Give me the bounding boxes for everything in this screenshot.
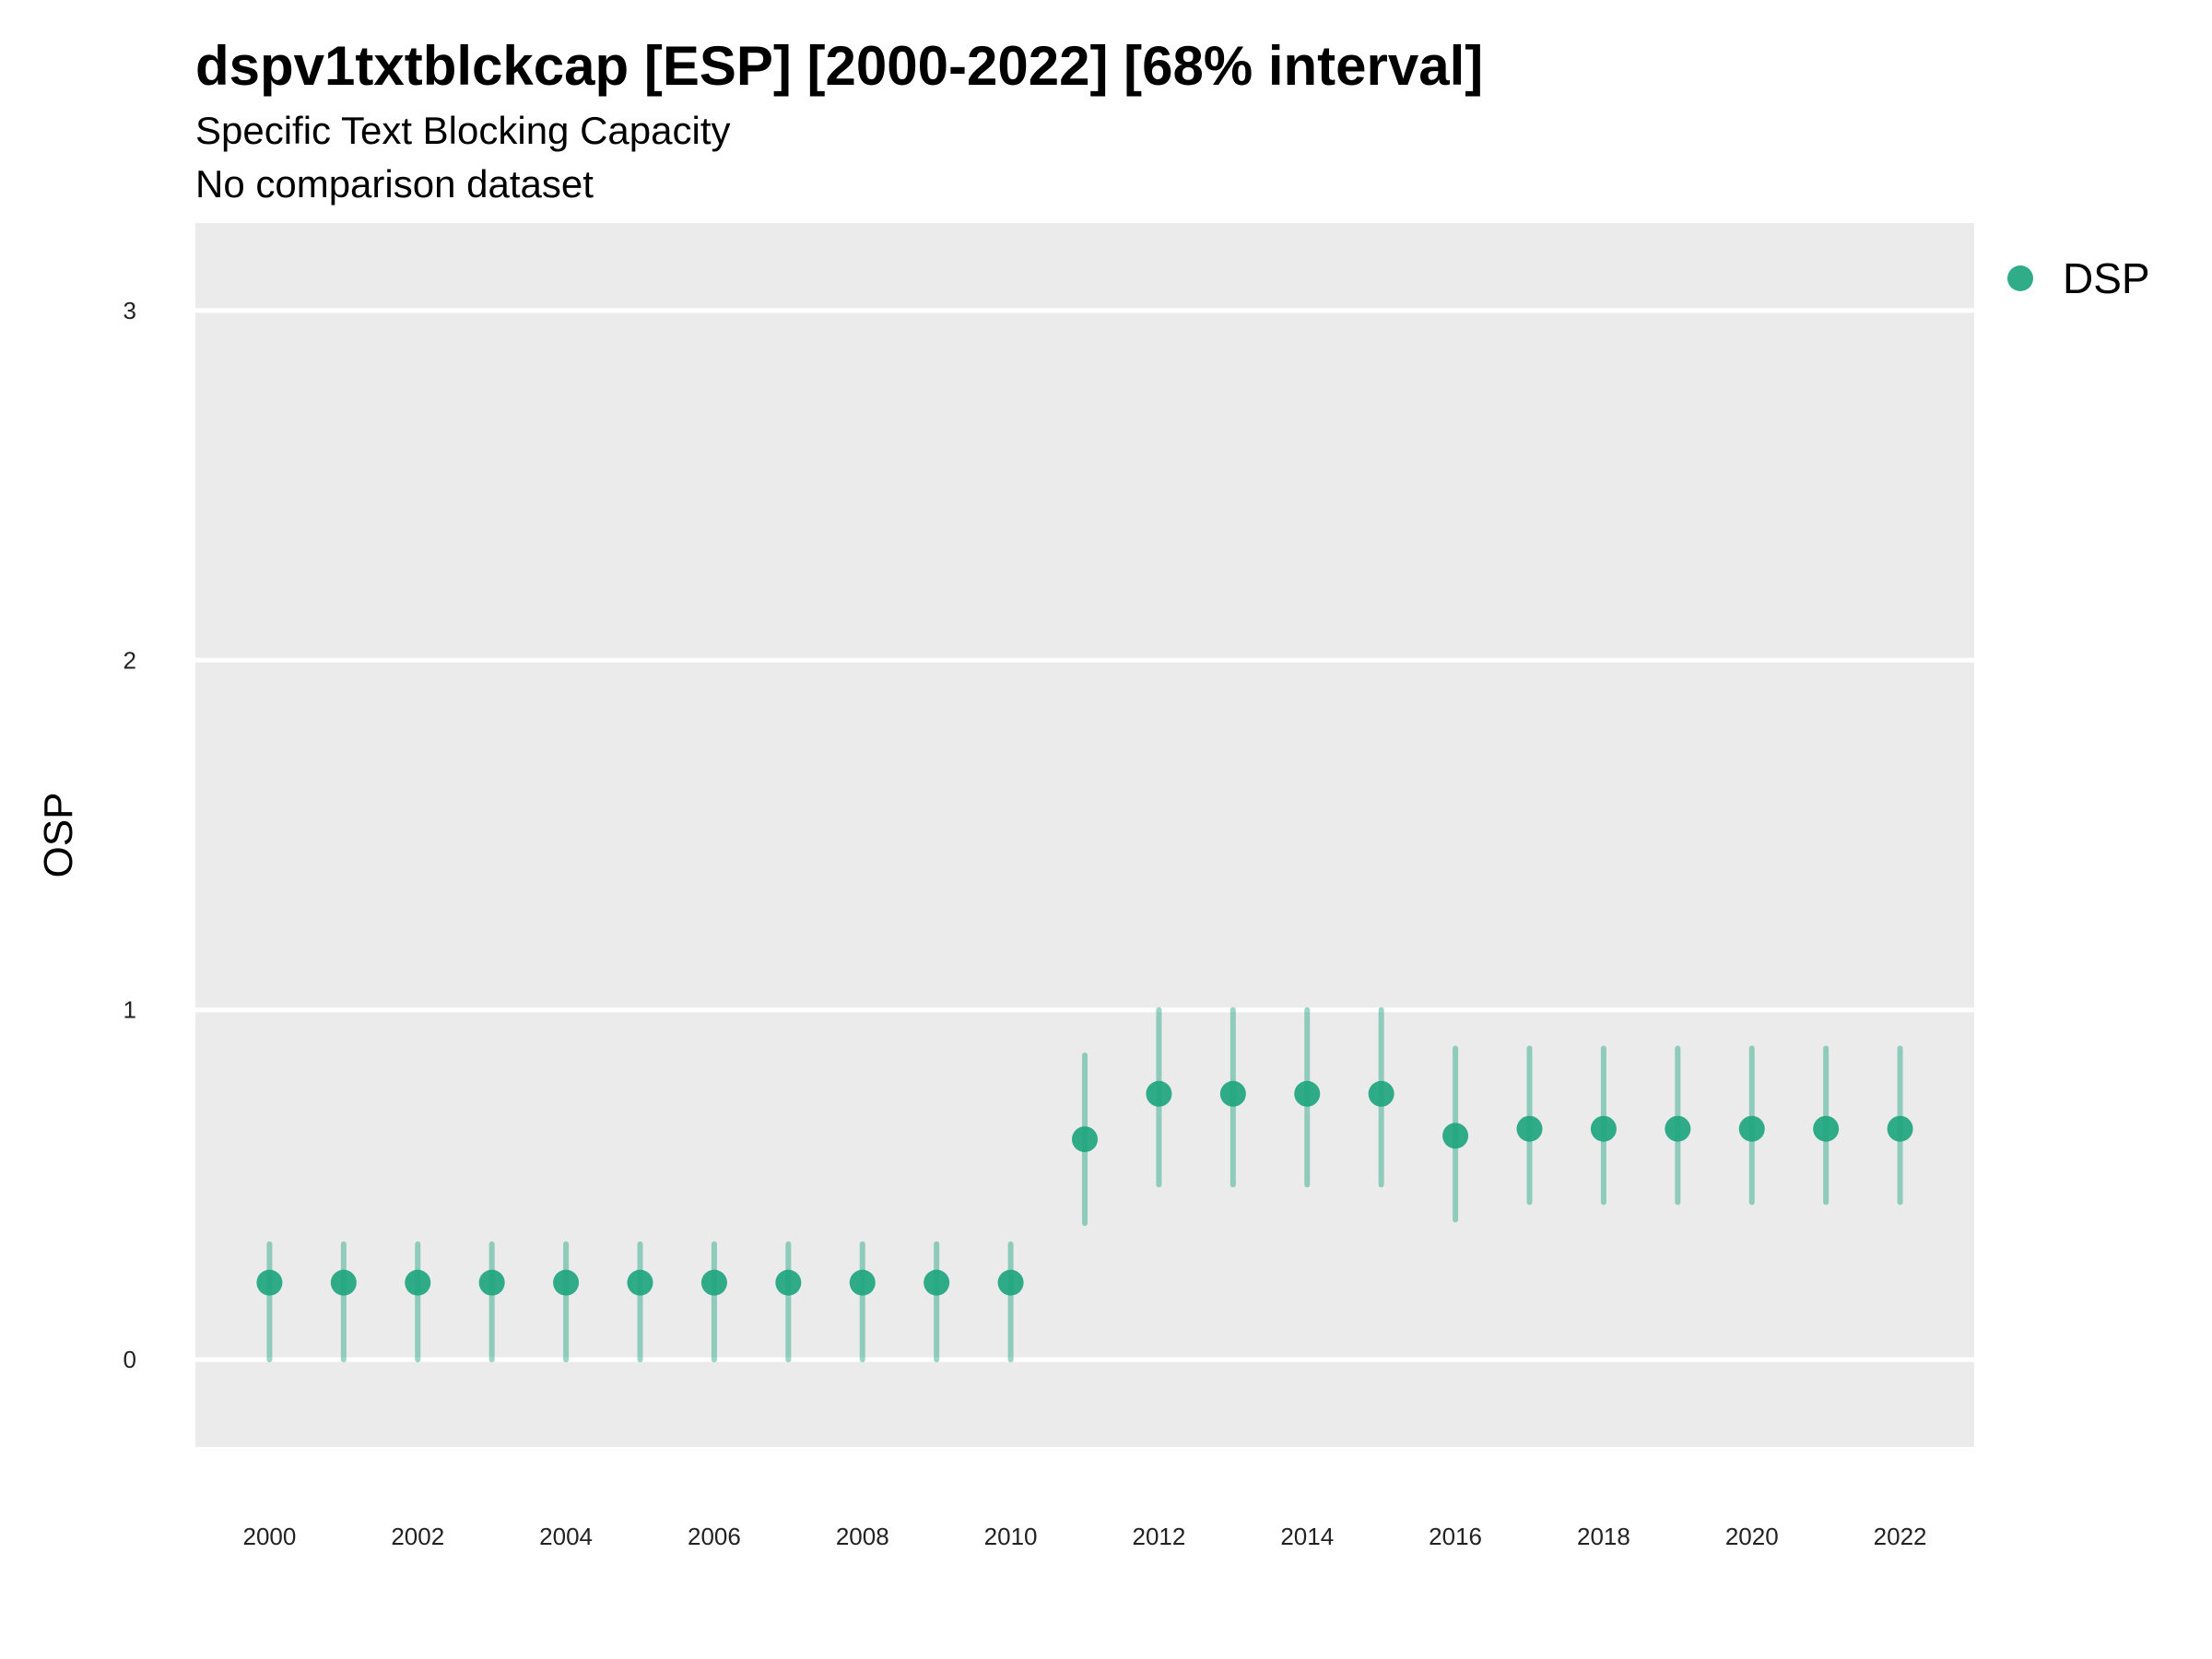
data-point: [405, 1269, 431, 1296]
data-point: [1665, 1115, 1691, 1142]
y-tick-label: 3: [124, 297, 136, 324]
chart-title: dspv1txtblckcap [ESP] [2000-2022] [68% i…: [195, 35, 1483, 97]
data-point: [1813, 1115, 1840, 1142]
data-point: [924, 1269, 950, 1296]
data-point: [1590, 1115, 1617, 1142]
data-point: [1294, 1080, 1321, 1107]
x-tick-label: 2022: [1874, 1523, 1927, 1550]
data-point: [330, 1269, 357, 1296]
data-point: [627, 1269, 653, 1296]
data-point: [1516, 1115, 1543, 1142]
data-point: [1072, 1126, 1098, 1153]
data-point: [1146, 1080, 1172, 1107]
y-axis-label: OSP: [36, 793, 81, 878]
data-point: [1442, 1123, 1469, 1149]
data-point: [256, 1269, 283, 1296]
data-point: [1738, 1115, 1765, 1142]
data-point: [1887, 1115, 1913, 1142]
legend-label-dsp: DSP: [2063, 254, 2150, 302]
x-tick-label: 2002: [391, 1523, 444, 1550]
x-axis-ticks: 2000 2002 2004 2006 2008 2010 2012 2014 2016 2018…: [242, 1523, 1926, 1550]
y-tick-label: 1: [124, 996, 136, 1024]
data-point: [849, 1269, 876, 1296]
data-point: [553, 1269, 580, 1296]
data-points: [256, 1080, 1913, 1296]
x-tick-label: 2016: [1429, 1523, 1482, 1550]
data-point: [478, 1269, 505, 1296]
legend-key-dsp: [2007, 265, 2033, 291]
data-point: [997, 1269, 1024, 1296]
x-tick-label: 2012: [1132, 1523, 1185, 1550]
x-tick-label: 2006: [688, 1523, 741, 1550]
x-tick-label: 2010: [984, 1523, 1038, 1550]
chart-subtitle: Specific Text Blocking Capacity: [195, 109, 731, 152]
data-point: [1219, 1080, 1246, 1107]
x-tick-label: 2014: [1280, 1523, 1334, 1550]
grid-lines: [195, 308, 1974, 1362]
x-tick-label: 2018: [1577, 1523, 1630, 1550]
y-tick-label: 2: [124, 646, 136, 674]
y-axis-ticks: 0 1 2 3: [124, 297, 136, 1373]
y-tick-label: 0: [124, 1346, 136, 1373]
x-tick-label: 2020: [1725, 1523, 1779, 1550]
data-point: [775, 1269, 802, 1296]
data-point: [1368, 1080, 1394, 1107]
data-point: [700, 1269, 727, 1296]
chart-caption: No comparison dataset: [195, 162, 594, 206]
x-tick-label: 2004: [539, 1523, 593, 1550]
legend: DSP: [2007, 254, 2150, 302]
x-tick-label: 2000: [242, 1523, 296, 1550]
plot-panel: [195, 223, 1974, 1447]
x-tick-label: 2008: [836, 1523, 889, 1550]
